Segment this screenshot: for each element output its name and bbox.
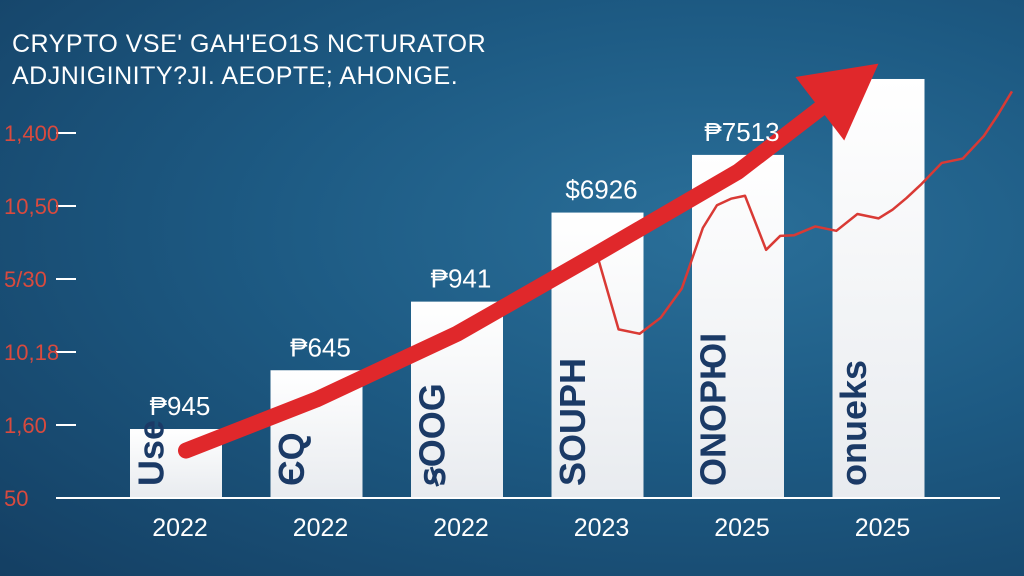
bar-value-label: $6926 [565, 175, 637, 205]
x-tick-label: 2023 [574, 514, 630, 542]
y-tick-label: 10,50 [4, 194, 59, 219]
bar-inner-label: ЄQ [271, 432, 312, 486]
x-tick-label: 2022 [152, 514, 208, 542]
y-tick-label: 50 [4, 486, 28, 511]
bar-value-label: ₱941 [431, 264, 492, 294]
price-line [596, 90, 1014, 335]
bar [692, 154, 784, 498]
bars-group: Use ЄQ ꞩOOG SOUPH ONOPЮI onueks [130, 78, 925, 498]
bar-value-label: ₱945 [150, 391, 211, 421]
bar-value-label: ₱7513 [704, 117, 779, 147]
chart-title-line-2: ADJNIGINITY?JI. AEOPTE; AHONGE. [12, 62, 459, 90]
axes-group: 50 1,60 10,18 5/30 10,50 1,400 [4, 121, 1000, 511]
y-tick-label: 10,18 [4, 340, 59, 365]
bar [832, 78, 925, 498]
bar-inner-label: onueks [833, 360, 874, 486]
y-tick-label: 1,400 [4, 121, 59, 146]
bar-inner-label: Use [131, 420, 172, 486]
x-tick-label: 2025 [714, 514, 770, 542]
bar-inner-label: ONOPЮI [693, 333, 734, 486]
bar-inner-label: SOUPH [552, 358, 593, 486]
y-tick-label: 1,60 [4, 413, 47, 438]
trend-arrow-shaft [178, 100, 828, 459]
trend-arrow-head [795, 63, 879, 141]
bar-value-label: ₱645 [290, 332, 351, 362]
labels-group: ₱945 2022 ₱645 2022 ₱941 2022 $6926 2023 ₱7513 20… [150, 117, 911, 542]
lines-group [178, 63, 1014, 459]
x-tick-label: 2022 [293, 514, 349, 542]
x-tick-label: 2025 [855, 514, 911, 542]
bar-inner-label: ꞩOOG [412, 383, 453, 487]
x-tick-label: 2022 [433, 514, 489, 542]
y-tick-label: 5/30 [4, 267, 47, 292]
chart-title-line-1: CRYPTO VSE' GAH'EO1S NCTURATOR [12, 30, 487, 58]
